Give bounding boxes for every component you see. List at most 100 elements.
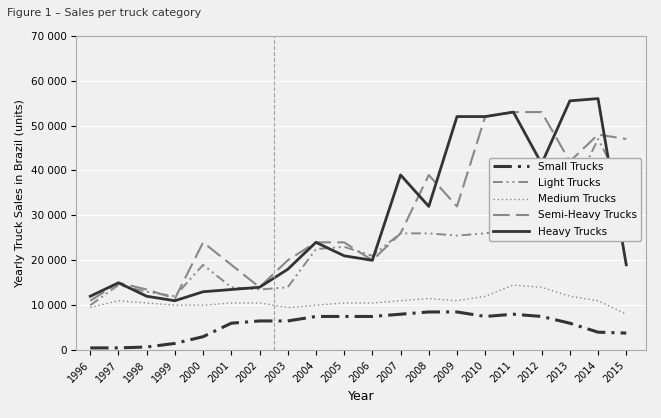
Light Trucks <box>537 231 545 236</box>
Semi-Heavy Trucks <box>622 137 630 142</box>
Light Trucks <box>199 263 207 268</box>
Heavy Trucks <box>510 110 518 115</box>
Heavy Trucks <box>199 289 207 294</box>
Heavy Trucks <box>87 294 95 299</box>
Small Trucks <box>256 319 264 324</box>
Small Trucks <box>566 321 574 326</box>
Heavy Trucks <box>368 258 376 263</box>
Medium Trucks <box>227 301 235 306</box>
Semi-Heavy Trucks <box>397 231 405 236</box>
Light Trucks <box>256 287 264 292</box>
Medium Trucks <box>368 301 376 306</box>
Line: Heavy Trucks: Heavy Trucks <box>91 99 626 301</box>
Semi-Heavy Trucks <box>481 114 489 119</box>
Light Trucks <box>227 285 235 290</box>
Heavy Trucks <box>114 280 122 285</box>
Text: Figure 1 – Sales per truck category: Figure 1 – Sales per truck category <box>7 8 201 18</box>
X-axis label: Year: Year <box>348 390 374 403</box>
Heavy Trucks <box>594 96 602 101</box>
Medium Trucks <box>537 285 545 290</box>
Semi-Heavy Trucks <box>537 110 545 115</box>
Medium Trucks <box>594 298 602 303</box>
Small Trucks <box>453 309 461 314</box>
Light Trucks <box>171 294 179 299</box>
Small Trucks <box>312 314 320 319</box>
Light Trucks <box>622 191 630 196</box>
Semi-Heavy Trucks <box>256 285 264 290</box>
Medium Trucks <box>566 294 574 299</box>
Semi-Heavy Trucks <box>284 258 292 263</box>
Medium Trucks <box>114 298 122 303</box>
Medium Trucks <box>87 305 95 310</box>
Small Trucks <box>114 345 122 350</box>
Semi-Heavy Trucks <box>566 159 574 164</box>
Small Trucks <box>368 314 376 319</box>
Heavy Trucks <box>340 253 348 258</box>
Semi-Heavy Trucks <box>87 298 95 303</box>
Light Trucks <box>114 283 122 288</box>
Heavy Trucks <box>284 267 292 272</box>
Heavy Trucks <box>171 298 179 303</box>
Semi-Heavy Trucks <box>594 132 602 137</box>
Heavy Trucks <box>481 114 489 119</box>
Heavy Trucks <box>453 114 461 119</box>
Heavy Trucks <box>312 240 320 245</box>
Light Trucks <box>397 231 405 236</box>
Light Trucks <box>87 303 95 308</box>
Light Trucks <box>453 233 461 238</box>
Light Trucks <box>594 137 602 142</box>
Semi-Heavy Trucks <box>425 173 433 178</box>
Small Trucks <box>87 345 95 350</box>
Light Trucks <box>312 247 320 252</box>
Semi-Heavy Trucks <box>368 258 376 263</box>
Medium Trucks <box>481 294 489 299</box>
Line: Light Trucks: Light Trucks <box>91 139 626 305</box>
Heavy Trucks <box>256 285 264 290</box>
Light Trucks <box>143 289 151 294</box>
Light Trucks <box>284 285 292 290</box>
Heavy Trucks <box>622 263 630 268</box>
Medium Trucks <box>312 303 320 308</box>
Semi-Heavy Trucks <box>227 263 235 268</box>
Medium Trucks <box>510 283 518 288</box>
Small Trucks <box>594 330 602 335</box>
Semi-Heavy Trucks <box>199 240 207 245</box>
Heavy Trucks <box>143 294 151 299</box>
Semi-Heavy Trucks <box>171 296 179 301</box>
Light Trucks <box>566 195 574 200</box>
Small Trucks <box>510 312 518 317</box>
Heavy Trucks <box>537 161 545 166</box>
Small Trucks <box>425 309 433 314</box>
Small Trucks <box>397 312 405 317</box>
Small Trucks <box>171 341 179 346</box>
Medium Trucks <box>256 301 264 306</box>
Line: Semi-Heavy Trucks: Semi-Heavy Trucks <box>91 112 626 301</box>
Semi-Heavy Trucks <box>114 280 122 285</box>
Heavy Trucks <box>425 204 433 209</box>
Small Trucks <box>481 314 489 319</box>
Medium Trucks <box>425 296 433 301</box>
Light Trucks <box>340 245 348 250</box>
Medium Trucks <box>340 301 348 306</box>
Small Trucks <box>622 331 630 336</box>
Medium Trucks <box>622 312 630 317</box>
Light Trucks <box>481 231 489 236</box>
Medium Trucks <box>143 301 151 306</box>
Y-axis label: Yearly Truck Sales in Brazil (units): Yearly Truck Sales in Brazil (units) <box>15 99 25 287</box>
Medium Trucks <box>171 303 179 308</box>
Medium Trucks <box>397 298 405 303</box>
Light Trucks <box>425 231 433 236</box>
Small Trucks <box>284 319 292 324</box>
Small Trucks <box>143 344 151 349</box>
Small Trucks <box>340 314 348 319</box>
Small Trucks <box>227 321 235 326</box>
Heavy Trucks <box>566 98 574 103</box>
Semi-Heavy Trucks <box>340 240 348 245</box>
Small Trucks <box>537 314 545 319</box>
Line: Medium Trucks: Medium Trucks <box>91 285 626 314</box>
Heavy Trucks <box>227 287 235 292</box>
Medium Trucks <box>199 303 207 308</box>
Medium Trucks <box>453 298 461 303</box>
Light Trucks <box>368 253 376 258</box>
Light Trucks <box>510 227 518 232</box>
